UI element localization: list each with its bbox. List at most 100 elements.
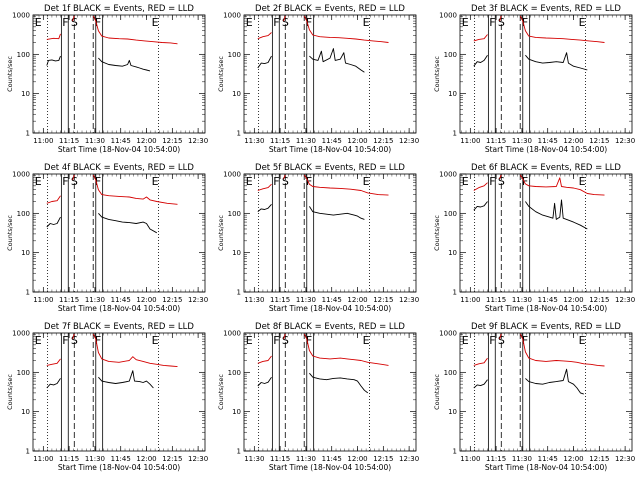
x-tick-label: 11:30 bbox=[512, 137, 532, 145]
series-line bbox=[473, 54, 488, 67]
x-tick-label: 11:15 bbox=[486, 137, 506, 145]
series-line bbox=[525, 368, 584, 395]
series-line bbox=[92, 174, 178, 205]
plot-frame bbox=[32, 14, 206, 134]
series-line bbox=[499, 15, 502, 22]
marker-label: S bbox=[282, 334, 289, 347]
marker-label: F bbox=[62, 175, 68, 188]
events-series bbox=[473, 199, 588, 230]
y-axis-label: Counts/sec bbox=[217, 374, 225, 410]
y-axis-label: Counts/sec bbox=[433, 56, 441, 92]
y-tick-label: 100 bbox=[17, 369, 30, 377]
y-tick-label: 1 bbox=[453, 448, 457, 456]
series-line bbox=[499, 174, 502, 180]
y-axis-label: Counts/sec bbox=[6, 215, 14, 251]
y-tick-label: 1 bbox=[26, 448, 30, 456]
x-tick-label: 12:30 bbox=[615, 296, 635, 304]
y-tick-label: 1000 bbox=[439, 12, 457, 20]
marker-label: F bbox=[95, 334, 101, 347]
lld-series bbox=[473, 174, 605, 196]
x-axis-label: Start Time (18-Nov-04 10:54:00) bbox=[269, 145, 391, 154]
series-line bbox=[309, 372, 369, 394]
x-tick-label: 12:30 bbox=[399, 296, 419, 304]
series-line bbox=[525, 52, 588, 71]
marker-label: F bbox=[522, 175, 528, 188]
chart-panel-7: Det 7f BLACK = Events, RED = LLD Counts/s… bbox=[6, 322, 208, 472]
x-tick-label: 11:30 bbox=[296, 137, 316, 145]
marker-label: F bbox=[489, 16, 495, 29]
series-line bbox=[519, 15, 605, 43]
x-tick-label: 11:45 bbox=[111, 296, 131, 304]
marker-label: E bbox=[363, 334, 370, 347]
x-tick-label: 12:30 bbox=[615, 455, 635, 463]
series-line bbox=[519, 174, 605, 196]
series-line bbox=[46, 33, 61, 40]
x-tick-label: 12:00 bbox=[563, 296, 583, 304]
x-tick-label: 11:15 bbox=[59, 455, 79, 463]
chart-panel-1: Det 1f BLACK = Events, RED = LLD Counts/s… bbox=[6, 4, 208, 154]
y-tick-label: 1 bbox=[26, 130, 30, 138]
y-tick-label: 10 bbox=[21, 249, 30, 257]
y-tick-label: 1000 bbox=[12, 330, 30, 338]
chart-panel-4: Det 4f BLACK = Events, RED = LLD Counts/s… bbox=[6, 163, 208, 313]
series-line bbox=[519, 333, 605, 367]
x-tick-label: 11:30 bbox=[85, 296, 105, 304]
x-tick-label: 11:00 bbox=[460, 455, 480, 463]
y-tick-label: 1 bbox=[237, 289, 241, 297]
x-tick-label: 11:15 bbox=[59, 137, 79, 145]
marker-label: F bbox=[95, 175, 101, 188]
x-tick-label: 12:30 bbox=[188, 455, 208, 463]
x-tick-label: 11:45 bbox=[322, 455, 342, 463]
marker-label: F bbox=[522, 16, 528, 29]
x-tick-label: 11:00 bbox=[33, 296, 53, 304]
y-tick-label: 1000 bbox=[12, 12, 30, 20]
series-line bbox=[257, 376, 272, 387]
marker-label: S bbox=[71, 175, 78, 188]
y-tick-label: 100 bbox=[17, 51, 30, 59]
chart-panel-8: Det 8f BLACK = Events, RED = LLD Counts/s… bbox=[217, 322, 419, 472]
marker-label: F bbox=[62, 334, 68, 347]
series-line bbox=[473, 379, 488, 389]
x-tick-label: 11:30 bbox=[85, 455, 105, 463]
y-axis-label: Counts/sec bbox=[6, 56, 14, 92]
x-axis-label: Start Time (18-Nov-04 10:54:00) bbox=[485, 463, 607, 472]
x-tick-label: 11:15 bbox=[486, 455, 506, 463]
chart-title: Det 5f BLACK = Events, RED = LLD bbox=[255, 163, 405, 173]
x-tick-label: 12:00 bbox=[347, 455, 367, 463]
marker-label: F bbox=[489, 175, 495, 188]
y-tick-label: 1000 bbox=[439, 171, 457, 179]
marker-label: E bbox=[462, 334, 469, 347]
y-tick-label: 1 bbox=[453, 130, 457, 138]
marker-label: S bbox=[282, 16, 289, 29]
series-line bbox=[98, 370, 154, 389]
plot-frame bbox=[459, 173, 633, 293]
series-line bbox=[257, 32, 272, 40]
x-tick-label: 12:15 bbox=[373, 296, 393, 304]
series-line bbox=[72, 333, 75, 340]
x-axis-label: Start Time (18-Nov-04 10:54:00) bbox=[58, 463, 180, 472]
series-line bbox=[283, 15, 286, 22]
y-tick-label: 100 bbox=[17, 210, 30, 218]
y-tick-label: 1 bbox=[237, 130, 241, 138]
series-line bbox=[473, 357, 488, 366]
y-tick-label: 1000 bbox=[223, 171, 241, 179]
x-tick-label: 11:45 bbox=[538, 296, 558, 304]
lld-series bbox=[257, 174, 389, 196]
y-axis-label: Counts/sec bbox=[6, 374, 14, 410]
marker-label: E bbox=[152, 175, 159, 188]
x-tick-label: 12:00 bbox=[563, 455, 583, 463]
series-line bbox=[92, 15, 178, 45]
x-tick-label: 12:15 bbox=[373, 137, 393, 145]
series-line bbox=[72, 174, 75, 181]
series-line bbox=[473, 34, 488, 42]
series-line bbox=[72, 15, 75, 22]
y-tick-label: 1 bbox=[453, 289, 457, 297]
x-tick-label: 12:00 bbox=[136, 137, 156, 145]
marker-label: F bbox=[522, 334, 528, 347]
marker-label: E bbox=[35, 334, 42, 347]
events-series bbox=[46, 55, 151, 72]
marker-label: E bbox=[579, 16, 586, 29]
x-axis-label: Start Time (18-Nov-04 10:54:00) bbox=[269, 304, 391, 313]
chart-panel-2: Det 2f BLACK = Events, RED = LLD Counts/s… bbox=[217, 4, 419, 154]
